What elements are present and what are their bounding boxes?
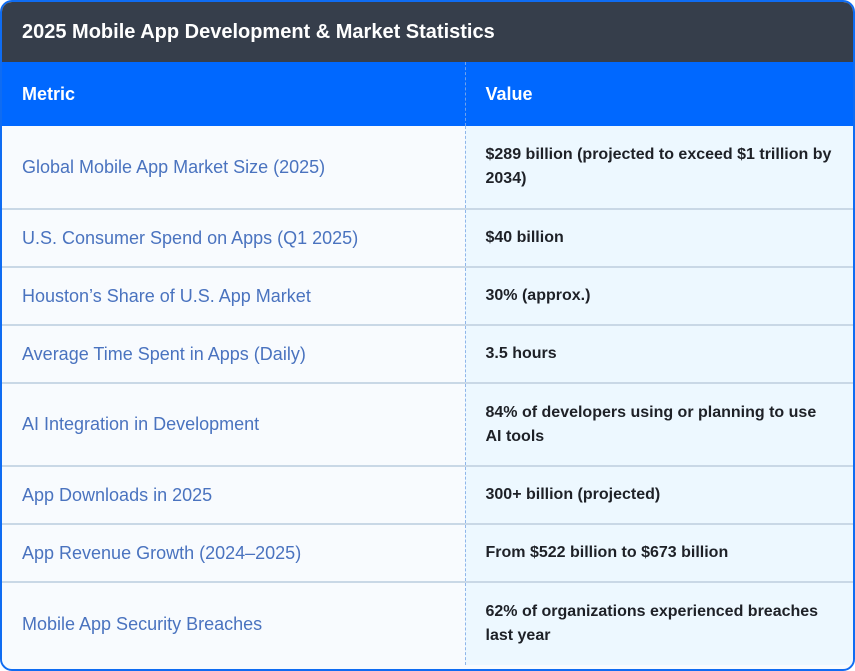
metric-cell: U.S. Consumer Spend on Apps (Q1 2025)	[2, 209, 465, 268]
table-row: U.S. Consumer Spend on Apps (Q1 2025) $4…	[2, 209, 853, 268]
metric-cell: AI Integration in Development	[2, 383, 465, 467]
metric-cell: Mobile App Security Breaches	[2, 582, 465, 665]
metric-cell: App Revenue Growth (2024–2025)	[2, 524, 465, 583]
metric-cell: Houston’s Share of U.S. App Market	[2, 267, 465, 326]
table-row: Average Time Spent in Apps (Daily) 3.5 h…	[2, 325, 853, 384]
stats-table: Metric Value Global Mobile App Market Si…	[2, 62, 853, 665]
value-cell: 62% of organizations experienced breache…	[464, 582, 853, 665]
column-header-metric: Metric	[2, 62, 465, 126]
table-row: App Revenue Growth (2024–2025) From $522…	[2, 524, 853, 583]
table-row: App Downloads in 2025 300+ billion (proj…	[2, 466, 853, 525]
metric-cell: App Downloads in 2025	[2, 466, 465, 525]
table-body: Global Mobile App Market Size (2025) $28…	[2, 126, 853, 665]
value-cell: From $522 billion to $673 billion	[464, 524, 853, 583]
table-row: Mobile App Security Breaches 62% of orga…	[2, 582, 853, 665]
table-row: AI Integration in Development 84% of dev…	[2, 383, 853, 467]
value-cell: $289 billion (projected to exceed $1 tri…	[464, 126, 853, 210]
metric-cell: Global Mobile App Market Size (2025)	[2, 126, 465, 210]
value-cell: 300+ billion (projected)	[464, 466, 853, 525]
value-cell: 84% of developers using or planning to u…	[464, 383, 853, 467]
value-cell: 30% (approx.)	[464, 267, 853, 326]
table-row: Global Mobile App Market Size (2025) $28…	[2, 126, 853, 210]
table-header: Metric Value	[2, 62, 853, 126]
column-header-value: Value	[464, 62, 853, 126]
metric-cell: Average Time Spent in Apps (Daily)	[2, 325, 465, 384]
table-row: Houston’s Share of U.S. App Market 30% (…	[2, 267, 853, 326]
table-title: 2025 Mobile App Development & Market Sta…	[2, 2, 853, 62]
header-row: Metric Value	[2, 62, 853, 126]
value-cell: $40 billion	[464, 209, 853, 268]
value-cell: 3.5 hours	[464, 325, 853, 384]
